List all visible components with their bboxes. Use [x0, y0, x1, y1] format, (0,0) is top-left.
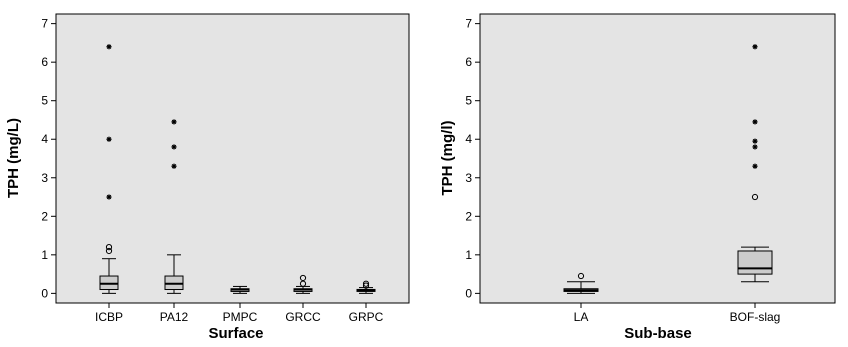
box-grpc: GRPC — [349, 280, 384, 324]
y-tick-label: 7 — [41, 17, 48, 31]
y-tick-label: 0 — [465, 286, 472, 300]
x-tick-label: GRCC — [285, 310, 321, 324]
x-tick-label: PMPC — [223, 310, 258, 324]
y-tick-label: 5 — [465, 94, 472, 108]
x-tick-label: GRPC — [349, 310, 384, 324]
box-grcc: GRCC — [285, 274, 321, 324]
outlier-point — [299, 280, 307, 287]
sub-base-boxplot: 0 1 2 3 4 5 6 7 TPH (mg/l) Sub-base LA BOF-slag — [439, 13, 836, 342]
y-tick-label: 0 — [41, 286, 48, 300]
y-tick-label: 4 — [465, 132, 472, 146]
y-tick-label: 6 — [41, 55, 48, 69]
outlier-point — [577, 272, 585, 280]
x-tick-label: PA12 — [160, 310, 189, 324]
x-axis-title: Surface — [208, 325, 263, 342]
outlier-point — [751, 193, 759, 201]
y-tick-label: 1 — [41, 248, 48, 262]
y-tick-label: 3 — [465, 171, 472, 185]
y-tick-label: 2 — [41, 209, 48, 223]
y-axis-title: TPH (mg/L) — [5, 118, 22, 198]
outlier-point — [362, 282, 370, 289]
box-pmpc: PMPC — [223, 285, 258, 324]
x-tick-label: ICBP — [95, 310, 123, 324]
outlier-point — [105, 247, 113, 255]
x-tick-label: LA — [574, 310, 589, 324]
y-tick-label: 3 — [41, 171, 48, 185]
y-tick-label: 7 — [465, 17, 472, 31]
outlier-point — [105, 244, 113, 251]
plot-area — [55, 13, 410, 304]
box-pa12: PA12 — [160, 119, 189, 324]
box-bof-slag: BOF-slag — [730, 44, 781, 324]
outlier-point — [299, 274, 307, 282]
iqr-box — [737, 250, 773, 275]
y-tick-label: 5 — [41, 94, 48, 108]
y-tick-label: 2 — [465, 209, 472, 223]
plot-area — [479, 13, 836, 304]
y-tick-label: 1 — [465, 248, 472, 262]
y-axis-title: TPH (mg/l) — [439, 121, 456, 196]
x-axis-title: Sub-base — [624, 325, 692, 342]
box-icbp: ICBP — [95, 44, 123, 324]
y-tick-label: 4 — [41, 132, 48, 146]
box-la: LA — [563, 272, 599, 324]
y-tick-label: 6 — [465, 55, 472, 69]
surface-boxplot: 0 1 2 3 4 5 6 7 TPH (mg/L) Surface ICBP PA12 PMPC GRC… — [5, 13, 410, 342]
x-tick-label: BOF-slag — [730, 310, 781, 324]
outlier-point — [362, 280, 370, 287]
